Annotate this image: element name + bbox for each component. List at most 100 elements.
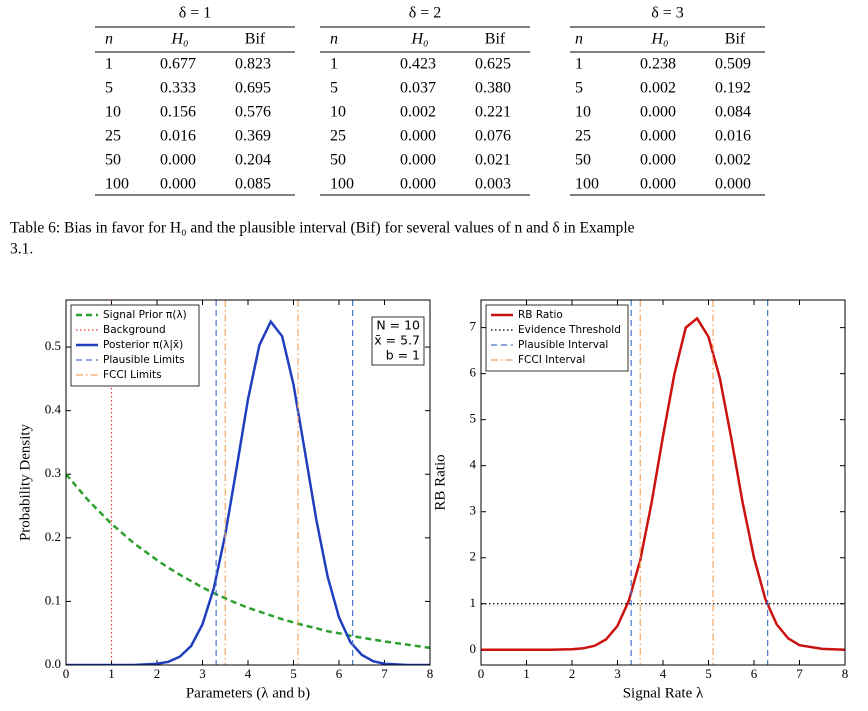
cell: 0.823	[235, 56, 271, 73]
cell: 5	[575, 80, 583, 97]
cell: 10	[330, 104, 346, 121]
x-tick-label: 4	[660, 666, 667, 681]
cell: 25	[105, 128, 121, 145]
caption: Table 6: Bias in favor for H₀ and the pl…	[10, 220, 635, 237]
axes-frame	[480, 299, 846, 666]
y-tick-label: 5	[470, 411, 477, 426]
x-tick-label: 5	[705, 666, 712, 681]
y-tick-label: 0.5	[45, 338, 61, 353]
cell: 0.192	[715, 80, 751, 97]
y-tick-label: 3	[470, 503, 477, 518]
axes-frame	[65, 299, 431, 666]
table-title: δ = 3	[651, 5, 684, 22]
cell: 0.625	[475, 56, 511, 73]
cell: 0.000	[400, 152, 436, 169]
y-tick-label: 0.0	[45, 656, 61, 671]
legend-label: Background	[103, 324, 166, 336]
cell: 0.000	[640, 176, 676, 193]
annotation: b = 1	[386, 348, 420, 363]
cell: 100	[575, 176, 599, 193]
x-tick-label: 2	[154, 666, 161, 681]
cell: 0.156	[160, 104, 196, 121]
x-tick-label: 7	[381, 666, 388, 681]
legend-label: Posterior π(λ|x̄)	[103, 339, 183, 351]
x-tick-label: 6	[751, 666, 758, 681]
y-tick-label: 1	[470, 595, 477, 610]
cell: 5	[105, 80, 113, 97]
x-tick-label: 1	[108, 666, 115, 681]
chart: 0 1 2 3 4 5 6 7 8 0 1 2 3 4 5 6 7 Signal Rate λ RB Ratio RB…	[432, 299, 849, 701]
y-tick-label: 2	[470, 549, 477, 564]
cell: 25	[575, 128, 591, 145]
y-tick-label: 4	[470, 457, 477, 472]
x-tick-label: 7	[796, 666, 803, 681]
legend-label: Signal Prior π(λ)	[103, 309, 187, 321]
x-tick-label: 1	[523, 666, 530, 681]
y-tick-label: 0.1	[45, 592, 61, 607]
line	[481, 316, 845, 652]
cell: 0.238	[640, 56, 676, 73]
plot-area	[481, 300, 845, 665]
x-axis-label: Parameters (λ and b)	[186, 685, 310, 701]
annotation: x̄ = 5.7	[374, 333, 420, 348]
cell: 0.003	[475, 176, 511, 193]
column-header: H₀	[170, 31, 188, 48]
cell: 0.021	[475, 152, 511, 169]
cell: 0.002	[715, 152, 751, 169]
cell: 5	[330, 80, 338, 97]
x-tick-label: 3	[614, 666, 621, 681]
x-tick-label: 8	[842, 666, 849, 681]
legend-label: Plausible Interval	[518, 339, 608, 351]
column-header: Bif	[245, 31, 266, 48]
cell: 0.380	[475, 80, 511, 97]
x-tick-label: 0	[478, 666, 485, 681]
legend-label: RB Ratio	[518, 309, 563, 321]
cell: 0.509	[715, 56, 751, 73]
x-tick-label: 4	[245, 666, 252, 681]
y-tick-label: 0	[470, 641, 477, 656]
y-tick-label: 0.3	[45, 465, 61, 480]
cell: 0.204	[235, 152, 271, 169]
x-tick-label: 3	[199, 666, 206, 681]
x-tick-label: 5	[290, 666, 297, 681]
x-tick-label: 8	[427, 666, 434, 681]
column-header: n	[105, 31, 113, 48]
column-header: H₀	[650, 31, 668, 48]
y-axis-label: Probability Density	[17, 423, 33, 541]
chart: 0 1 2 3 4 5 6 7 8 0.0 0.1 0.2 0.3 0.4 0.5 Parameters (λ…	[17, 299, 434, 701]
table-title: δ = 1	[179, 5, 212, 22]
cell: 100	[105, 176, 129, 193]
cell: 50	[105, 152, 121, 169]
cell: 0.000	[160, 152, 196, 169]
cell: 0.000	[715, 176, 751, 193]
cell: 0.333	[160, 80, 196, 97]
x-axis-label: Signal Rate λ	[623, 685, 704, 701]
cell: 0.076	[475, 128, 511, 145]
table-title: δ = 2	[409, 5, 442, 22]
legend-label: FCCI Interval	[518, 354, 585, 366]
y-tick-label: 0.4	[45, 402, 62, 417]
column-header: H₀	[410, 31, 428, 48]
y-tick-label: 6	[470, 365, 477, 380]
legend-label: FCCI Limits	[103, 369, 162, 381]
x-tick-label: 6	[336, 666, 343, 681]
cell: 0.000	[400, 176, 436, 193]
cell: 1	[105, 56, 113, 73]
cell: 0.423	[400, 56, 436, 73]
cell: 10	[105, 104, 121, 121]
cell: 0.677	[160, 56, 196, 73]
caption: 3.1.	[10, 241, 33, 258]
cell: 0.000	[400, 128, 436, 145]
legend-label: Plausible Limits	[103, 354, 185, 366]
y-tick-label: 0.2	[45, 529, 61, 544]
cell: 0.369	[235, 128, 271, 145]
annotation: N = 10	[376, 318, 420, 333]
column-header: n	[330, 31, 338, 48]
cell: 0.016	[160, 128, 196, 145]
x-tick-label: 0	[63, 666, 70, 681]
line	[66, 473, 430, 650]
cell: 0.084	[715, 104, 751, 121]
cell: 0.000	[640, 152, 676, 169]
cell: 0.000	[640, 128, 676, 145]
